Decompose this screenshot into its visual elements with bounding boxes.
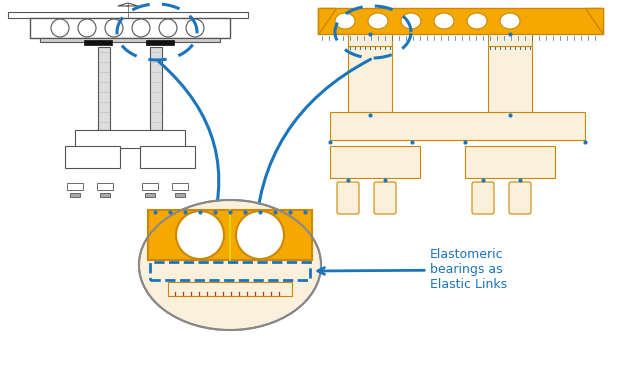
Circle shape (176, 211, 224, 259)
Circle shape (51, 19, 69, 37)
Ellipse shape (140, 201, 320, 329)
Bar (145, 193, 155, 197)
Circle shape (186, 19, 204, 37)
Bar (65, 146, 120, 168)
Ellipse shape (368, 13, 388, 29)
Bar (330, 146, 420, 178)
Circle shape (105, 19, 123, 37)
Bar (488, 46, 532, 115)
Bar (318, 8, 603, 34)
Bar (348, 46, 392, 115)
Ellipse shape (401, 13, 421, 29)
Bar (67, 183, 83, 190)
Bar (40, 38, 220, 42)
Circle shape (78, 19, 96, 37)
FancyBboxPatch shape (509, 182, 531, 214)
FancyBboxPatch shape (337, 182, 359, 214)
Polygon shape (585, 8, 603, 34)
Ellipse shape (139, 200, 321, 330)
Bar (97, 183, 113, 190)
Bar (348, 34, 392, 46)
Text: Elastomeric
bearings as
Elastic Links: Elastomeric bearings as Elastic Links (318, 248, 507, 291)
Bar (172, 183, 188, 190)
Bar (30, 18, 230, 38)
Circle shape (159, 19, 177, 37)
Ellipse shape (335, 13, 355, 29)
Bar (75, 130, 185, 148)
FancyBboxPatch shape (374, 182, 396, 214)
Bar (98, 47, 110, 130)
Bar (330, 112, 585, 140)
Bar (150, 262, 310, 280)
Bar (150, 47, 162, 130)
Bar (142, 183, 158, 190)
Bar (140, 146, 195, 168)
Bar (465, 146, 555, 178)
Bar (100, 193, 110, 197)
Polygon shape (318, 8, 336, 34)
Bar (84, 40, 112, 45)
Bar (175, 193, 185, 197)
Bar (488, 34, 532, 46)
Circle shape (132, 19, 150, 37)
Circle shape (236, 211, 284, 259)
FancyBboxPatch shape (472, 182, 494, 214)
Ellipse shape (434, 13, 454, 29)
Bar (8, 12, 248, 18)
Ellipse shape (500, 13, 520, 29)
Bar (146, 40, 174, 45)
Bar (70, 193, 80, 197)
Bar (148, 210, 312, 260)
Bar (168, 282, 292, 296)
Ellipse shape (467, 13, 487, 29)
